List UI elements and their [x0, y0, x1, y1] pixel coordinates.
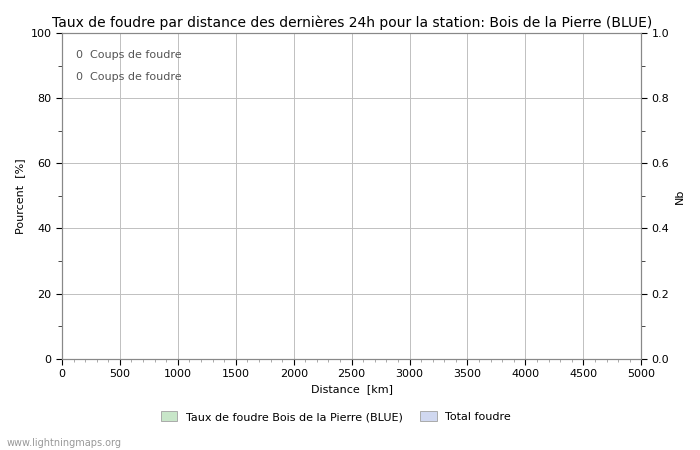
X-axis label: Distance  [km]: Distance [km] [311, 384, 393, 395]
Text: www.lightningmaps.org: www.lightningmaps.org [7, 438, 122, 448]
Title: Taux de foudre par distance des dernières 24h pour la station: Bois de la Pierre: Taux de foudre par distance des dernière… [52, 15, 652, 30]
Y-axis label: Nb: Nb [675, 188, 685, 204]
Text: 0  Coups de foudre: 0 Coups de foudre [76, 72, 182, 82]
Legend: Taux de foudre Bois de la Pierre (BLUE), Total foudre: Taux de foudre Bois de la Pierre (BLUE),… [156, 407, 516, 427]
Text: 0  Coups de foudre: 0 Coups de foudre [76, 50, 182, 60]
Y-axis label: Pourcent  [%]: Pourcent [%] [15, 158, 25, 234]
